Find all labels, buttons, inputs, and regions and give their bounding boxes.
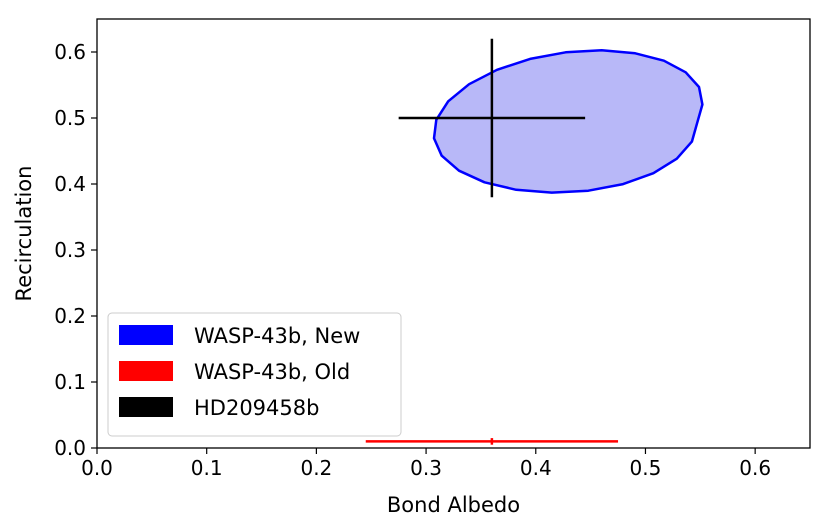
x-axis: 0.0 0.1 0.2 0.3 0.4 0.5 0.6 (81, 448, 771, 480)
y-tick-label: 0.1 (54, 370, 86, 394)
legend: WASP-43b, New WASP-43b, Old HD209458b (107, 312, 402, 437)
x-tick-label: 0.3 (410, 456, 442, 480)
legend-box (107, 312, 402, 437)
x-tick-label: 0.0 (81, 456, 113, 480)
y-tick-label: 0.3 (54, 238, 86, 262)
y-tick-label: 0.2 (54, 304, 86, 328)
y-axis: 0.0 0.1 0.2 0.3 0.4 0.5 0.6 (54, 40, 97, 460)
legend-swatch-hd209458b (119, 397, 173, 417)
y-tick-label: 0.5 (54, 106, 86, 130)
legend-label-wasp-43b-old: WASP-43b, Old (194, 360, 350, 384)
x-tick-label: 0.5 (630, 456, 662, 480)
x-tick-label: 0.2 (300, 456, 332, 480)
legend-label-hd209458b: HD209458b (194, 396, 319, 420)
y-tick-label: 0.6 (54, 40, 86, 64)
plot-area (365, 38, 704, 445)
legend-label-wasp-43b-new: WASP-43b, New (194, 324, 360, 348)
ellipse-wasp43b-new (432, 49, 704, 194)
x-tick-label: 0.1 (191, 456, 223, 480)
legend-swatch-wasp-43b-old (119, 361, 173, 381)
x-axis-label: Bond Albedo (387, 493, 520, 517)
legend-swatch-wasp-43b-new (119, 325, 173, 345)
y-axis-label: Recirculation (12, 166, 36, 302)
y-tick-label: 0.0 (54, 436, 86, 460)
y-tick-label: 0.4 (54, 172, 86, 196)
plot-frame (96, 18, 811, 449)
x-tick-label: 0.6 (739, 456, 771, 480)
x-tick-label: 0.4 (520, 456, 552, 480)
